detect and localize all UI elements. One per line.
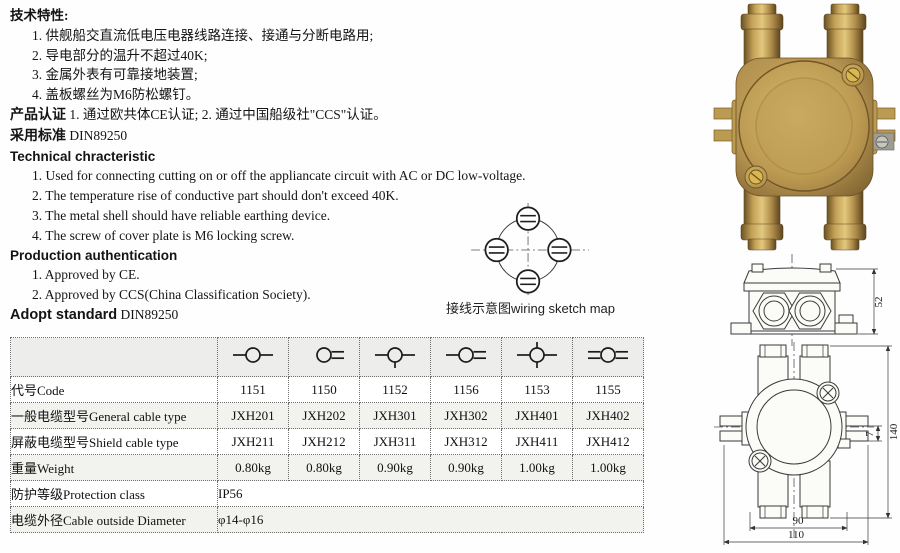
row-value: 1155 <box>572 376 644 403</box>
prod-title: Production authentication <box>10 247 178 263</box>
wiring-sketch-diagram <box>471 202 589 299</box>
row-value: 1150 <box>288 376 360 403</box>
row-value: JXH202 <box>288 402 360 429</box>
row-value: 0.90kg <box>430 454 502 481</box>
cover-screw-bottom-left-drawing <box>748 449 772 473</box>
row-value: JXH201 <box>217 402 289 429</box>
spec-table-corner-cell <box>10 337 218 377</box>
front-tab-dim: 7 <box>864 431 876 437</box>
symbol-doubleline-circle-doubleline-icon <box>572 337 644 377</box>
row-value: 0.80kg <box>288 454 360 481</box>
row-value: 1.00kg <box>501 454 573 481</box>
adopt-line: Adopt standard DIN89250 <box>10 305 690 326</box>
front-total-height-dim: 140 <box>888 423 900 440</box>
table-row: 电缆外径Cable outside Diameter φ14-φ16 <box>10 506 644 533</box>
row-value: IP56 <box>217 480 644 507</box>
std-value: DIN89250 <box>69 127 128 143</box>
tech-en-item: 3. The metal shell should have reliable … <box>32 207 331 223</box>
row-label: 屏蔽电缆型号Shield cable type <box>10 428 218 455</box>
symbol-line-circle-line-icon <box>217 337 289 377</box>
table-row: 重量Weight 0.80kg 0.80kg 0.90kg 0.90kg 1.00kg 1.… <box>10 454 644 481</box>
cover-screw-bottom-left <box>744 165 768 189</box>
front-inner-width-dim: 90 <box>793 515 805 527</box>
row-value: JXH211 <box>217 428 289 455</box>
mount-tab-right <box>837 411 869 449</box>
row-value: 0.80kg <box>217 454 289 481</box>
row-label: 电缆外径Cable outside Diameter <box>10 506 218 533</box>
row-value: φ14-φ16 <box>217 506 644 533</box>
prod-item: 2. Approved by CCS(China Classification … <box>32 287 311 303</box>
wiring-sketch-caption: 接线示意图wiring sketch map <box>445 301 616 316</box>
cert-text: 1. 通过欧共体CE认证; 2. 通过中国船级社"CCS"认证。 <box>69 106 387 122</box>
row-value: JXH411 <box>501 428 573 455</box>
row-value: 1153 <box>501 376 573 403</box>
row-label: 代号Code <box>10 376 218 403</box>
row-value: JXH301 <box>359 402 431 429</box>
symbol-line-circle-line-bottom-icon <box>359 337 431 377</box>
side-view-drawing: 52 <box>730 254 885 346</box>
cert-line: 产品认证 1. 通过欧共体CE认证; 2. 通过中国船级社"CCS"认证。 <box>10 105 690 126</box>
row-value: 1.00kg <box>572 454 644 481</box>
tech-en-item: 2. The temperature rise of conductive pa… <box>32 188 399 204</box>
junction-box-photo <box>713 3 896 251</box>
spec-table: 代号Code 1151 1150 1152 1156 1153 1155 一般电缆型号Gene… <box>10 337 644 533</box>
side-height-dim: 52 <box>873 297 885 308</box>
table-row: 代号Code 1151 1150 1152 1156 1153 1155 <box>10 376 644 403</box>
std-label: 采用标准 <box>10 128 66 144</box>
prod-item: 1. Approved by CE. <box>32 267 140 283</box>
row-label: 防护等级Protection class <box>10 480 218 507</box>
tech-en-item: 1. Used for connecting cutting on or off… <box>32 168 526 184</box>
spec-text-block: 技术特性: 1. 供舰船交直流低电压电器线路连接、接通与分断电路用; 2. 导电… <box>10 6 690 326</box>
spec-table-header-row <box>10 337 644 377</box>
cert-label: 产品认证 <box>10 107 66 123</box>
symbol-line-circle-doubleline-icon <box>430 337 502 377</box>
mount-tab-left <box>719 411 751 446</box>
cover-screw-top-right-drawing <box>816 381 840 405</box>
adopt-label: Adopt standard <box>10 306 118 323</box>
row-value: 1152 <box>359 376 431 403</box>
row-value: JXH402 <box>572 402 644 429</box>
row-value: 0.90kg <box>359 454 431 481</box>
row-label: 重量Weight <box>10 454 218 481</box>
row-value: JXH412 <box>572 428 644 455</box>
adopt-value: DIN89250 <box>120 306 179 322</box>
row-value: JXH312 <box>430 428 502 455</box>
symbol-cross-circle-icon <box>501 337 573 377</box>
row-value: JXH401 <box>501 402 573 429</box>
row-label: 一般电缆型号General cable type <box>10 402 218 429</box>
tech-en-item: 4. The screw of cover plate is M6 lockin… <box>32 227 295 243</box>
table-row: 屏蔽电缆型号Shield cable type JXH211 JXH212 JXH31… <box>10 428 644 455</box>
row-value: 1151 <box>217 376 289 403</box>
std-line: 采用标准 DIN89250 <box>10 126 690 147</box>
row-value: JXH311 <box>359 428 431 455</box>
tech-en-title: Technical chracteristic <box>10 148 156 164</box>
row-value: JXH212 <box>288 428 360 455</box>
tech-item: 2. 导电部分的温升不超过40K; <box>32 47 208 63</box>
row-value: JXH302 <box>430 402 502 429</box>
tech-title: 技术特性: <box>10 8 69 23</box>
table-row: 一般电缆型号General cable type JXH201 JXH202 JXH3… <box>10 402 644 429</box>
spec-table-body: 代号Code 1151 1150 1152 1156 1153 1155 一般电缆型号Gene… <box>10 376 644 533</box>
cover-screw-top-right <box>841 63 865 87</box>
tech-item: 4. 盖板螺丝为M6防松螺钉。 <box>32 87 200 103</box>
row-value: 1156 <box>430 376 502 403</box>
symbol-circle-doubleline-icon <box>288 337 360 377</box>
tech-item: 3. 金属外表有可靠接地装置; <box>32 67 198 83</box>
front-total-width-dim: 110 <box>788 529 805 541</box>
front-view-drawing: 140 7 90 110 <box>714 342 900 545</box>
tech-item: 1. 供舰船交直流低电压电器线路连接、接通与分断电路用; <box>32 27 374 43</box>
table-row: 防护等级Protection class IP56 <box>10 480 644 507</box>
